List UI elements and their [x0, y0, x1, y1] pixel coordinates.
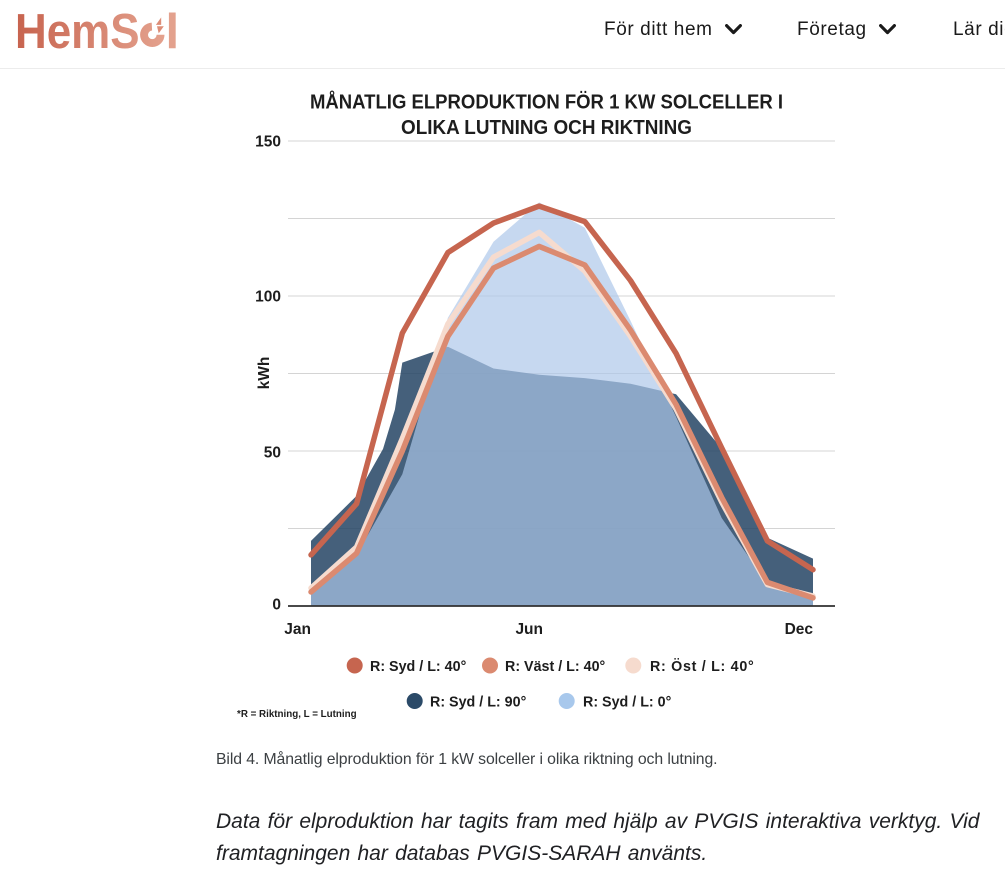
svg-text:0: 0 [272, 597, 281, 614]
svg-text:R: Syd / L: 40°: R: Syd / L: 40° [370, 659, 467, 675]
svg-text:R: Väst / L: 40°: R: Väst / L: 40° [505, 659, 606, 675]
svg-text:R: Syd / L: 0°: R: Syd / L: 0° [583, 695, 672, 711]
svg-text:MÅNATLIG ELPRODUKTION FÖR 1 KW: MÅNATLIG ELPRODUKTION FÖR 1 KW SOLCELLER… [310, 90, 783, 114]
svg-text:150: 150 [255, 134, 281, 151]
svg-text:HemS: HemS [15, 5, 140, 59]
svg-text:*R = Riktning, L = Lutning: *R = Riktning, L = Lutning [237, 709, 357, 720]
svg-text:OLIKA LUTNING OCH RIKTNING: OLIKA LUTNING OCH RIKTNING [401, 117, 692, 139]
svg-text:R: Syd / L: 90°: R: Syd / L: 90° [430, 695, 527, 711]
svg-text:50: 50 [264, 445, 281, 462]
svg-text:Jun: Jun [515, 621, 543, 638]
svg-text:l: l [166, 5, 180, 59]
svg-text:Dec: Dec [785, 621, 814, 638]
svg-text:Jan: Jan [284, 621, 311, 638]
svg-text:kWh: kWh [256, 357, 273, 390]
svg-text:100: 100 [255, 289, 281, 306]
svg-text:R: Öst / L: 40°: R: Öst / L: 40° [650, 658, 754, 675]
